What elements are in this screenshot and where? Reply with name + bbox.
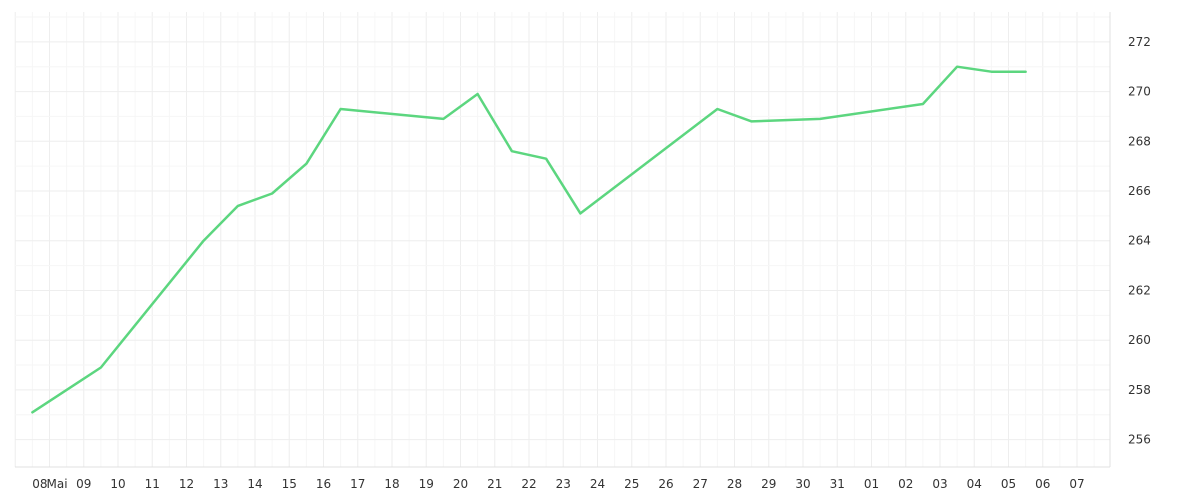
y-tick-label: 270 bbox=[1128, 85, 1151, 99]
x-tick-label: 16 bbox=[316, 477, 331, 491]
x-tick-label: 06 bbox=[1035, 477, 1050, 491]
y-tick-label: 264 bbox=[1128, 234, 1151, 248]
grid bbox=[14, 12, 1110, 467]
x-tick-label: 29 bbox=[761, 477, 776, 491]
axes bbox=[15, 12, 1111, 468]
data-point[interactable] bbox=[98, 365, 104, 371]
x-tick-label: 19 bbox=[419, 477, 434, 491]
y-tick-label: 266 bbox=[1128, 184, 1151, 198]
data-point[interactable] bbox=[988, 69, 994, 75]
y-tick-label: 272 bbox=[1128, 35, 1151, 49]
data-point[interactable] bbox=[920, 101, 926, 107]
series-layer bbox=[29, 64, 1029, 415]
x-tick-label: 03 bbox=[932, 477, 947, 491]
x-tick-label: 14 bbox=[247, 477, 262, 491]
x-axis-labels: 08 Mai 09 10 11 12 13 14 15 16 17 18 19 20 21 22 23 24 25 2… bbox=[32, 477, 1084, 491]
data-point[interactable] bbox=[303, 161, 309, 167]
data-point[interactable] bbox=[509, 148, 515, 154]
x-tick-label: 09 bbox=[76, 477, 91, 491]
series-line bbox=[31, 65, 1027, 414]
y-tick-label: 258 bbox=[1128, 383, 1151, 397]
data-point[interactable] bbox=[475, 91, 481, 97]
y-tick-label: 260 bbox=[1128, 333, 1151, 347]
x-tick-label: 27 bbox=[693, 477, 708, 491]
data-point[interactable] bbox=[714, 106, 720, 112]
x-tick-label: 11 bbox=[145, 477, 160, 491]
data-point[interactable] bbox=[440, 116, 446, 122]
data-point[interactable] bbox=[749, 118, 755, 124]
x-tick-label: 20 bbox=[453, 477, 468, 491]
x-tick-label: 21 bbox=[487, 477, 502, 491]
y-axis-labels: 256 258 260 262 264 266 268 270 272 bbox=[1128, 35, 1151, 447]
x-tick-label: 17 bbox=[350, 477, 365, 491]
data-point[interactable] bbox=[577, 210, 583, 216]
x-tick-label: 31 bbox=[830, 477, 845, 491]
x-tick-label: 26 bbox=[658, 477, 673, 491]
y-tick-label: 256 bbox=[1128, 433, 1151, 447]
x-tick-label: 30 bbox=[795, 477, 810, 491]
x-tick-label: 22 bbox=[521, 477, 536, 491]
x-tick-label: 02 bbox=[898, 477, 913, 491]
data-point[interactable] bbox=[29, 409, 35, 415]
y-tick-label: 262 bbox=[1128, 283, 1151, 297]
data-point[interactable] bbox=[269, 191, 275, 197]
data-point[interactable] bbox=[338, 106, 344, 112]
x-tick-label: Mai bbox=[47, 477, 68, 491]
x-tick-label: 13 bbox=[213, 477, 228, 491]
x-tick-label: 05 bbox=[1001, 477, 1016, 491]
x-tick-label: 18 bbox=[384, 477, 399, 491]
data-point[interactable] bbox=[817, 116, 823, 122]
x-tick-label: 08 bbox=[32, 477, 47, 491]
x-tick-label: 01 bbox=[864, 477, 879, 491]
data-point[interactable] bbox=[954, 64, 960, 70]
y-tick-label: 268 bbox=[1128, 134, 1151, 148]
x-tick-label: 10 bbox=[110, 477, 125, 491]
x-tick-label: 15 bbox=[282, 477, 297, 491]
x-tick-label: 24 bbox=[590, 477, 605, 491]
data-point[interactable] bbox=[235, 203, 241, 209]
x-tick-label: 04 bbox=[967, 477, 982, 491]
data-point[interactable] bbox=[543, 156, 549, 162]
x-tick-label: 23 bbox=[556, 477, 571, 491]
x-tick-label: 25 bbox=[624, 477, 639, 491]
data-point[interactable] bbox=[201, 238, 207, 244]
data-point[interactable] bbox=[1023, 69, 1029, 75]
x-tick-label: 28 bbox=[727, 477, 742, 491]
x-tick-label: 07 bbox=[1069, 477, 1084, 491]
x-tick-label: 12 bbox=[179, 477, 194, 491]
